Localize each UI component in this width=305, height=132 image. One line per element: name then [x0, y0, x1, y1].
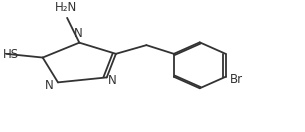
Text: Br: Br [230, 73, 243, 86]
Text: HS: HS [3, 48, 19, 61]
Text: H₂N: H₂N [55, 1, 77, 14]
Text: N: N [45, 79, 53, 92]
Text: N: N [74, 27, 82, 40]
Text: N: N [108, 74, 117, 87]
